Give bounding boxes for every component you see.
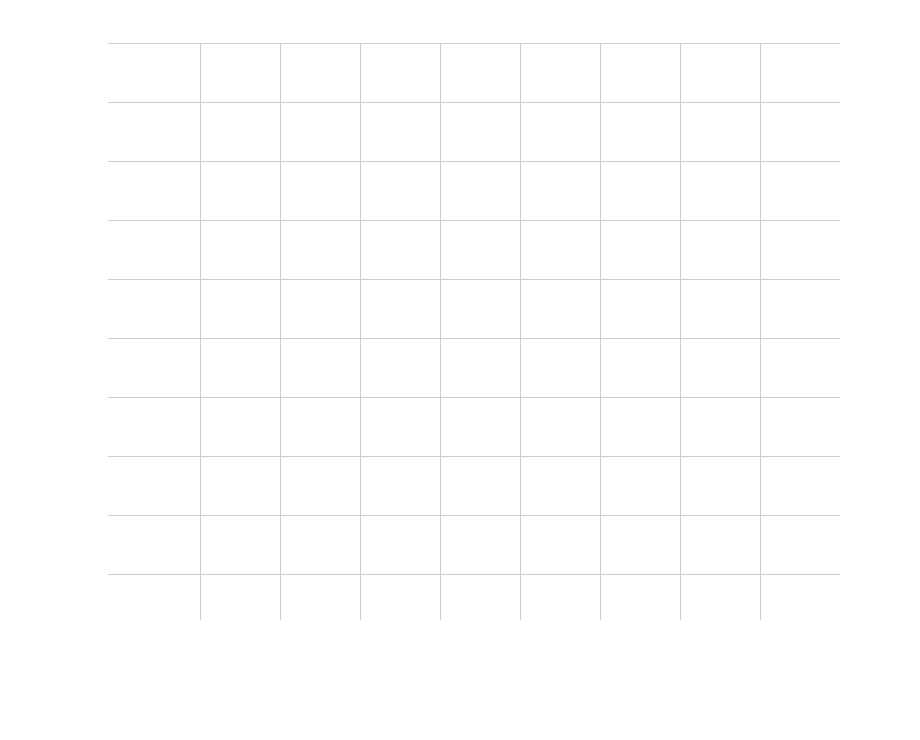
vertical-gridlines: [200, 43, 761, 620]
horizontal-gridlines: [108, 43, 840, 575]
